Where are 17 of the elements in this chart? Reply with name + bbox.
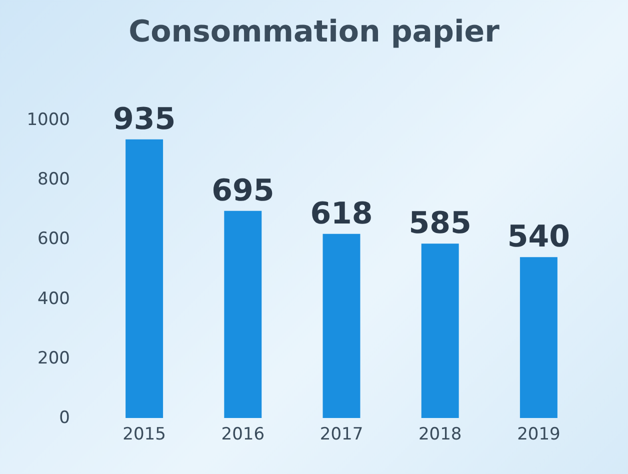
x-tick-label: 2018	[418, 424, 462, 444]
data-label: 695	[212, 173, 274, 208]
data-label: 935	[112, 102, 176, 137]
y-tick-label: 0	[59, 408, 70, 428]
y-tick-label: 200	[38, 348, 70, 368]
y-tick-label: 600	[38, 229, 70, 250]
x-tick-label: 2016	[221, 424, 265, 444]
data-label: 540	[507, 220, 570, 255]
x-tick-label: 2017	[320, 424, 364, 444]
data-label: 618	[310, 196, 373, 232]
y-tick-label: 1000	[26, 110, 70, 130]
y-tick-label: 800	[38, 170, 70, 190]
y-tick-label: 400	[38, 288, 70, 309]
x-tick-label: 2015	[122, 424, 166, 444]
data-label: 585	[408, 206, 472, 242]
x-tick-label: 2019	[517, 424, 560, 444]
chart-title: Consommation papier	[128, 14, 500, 50]
